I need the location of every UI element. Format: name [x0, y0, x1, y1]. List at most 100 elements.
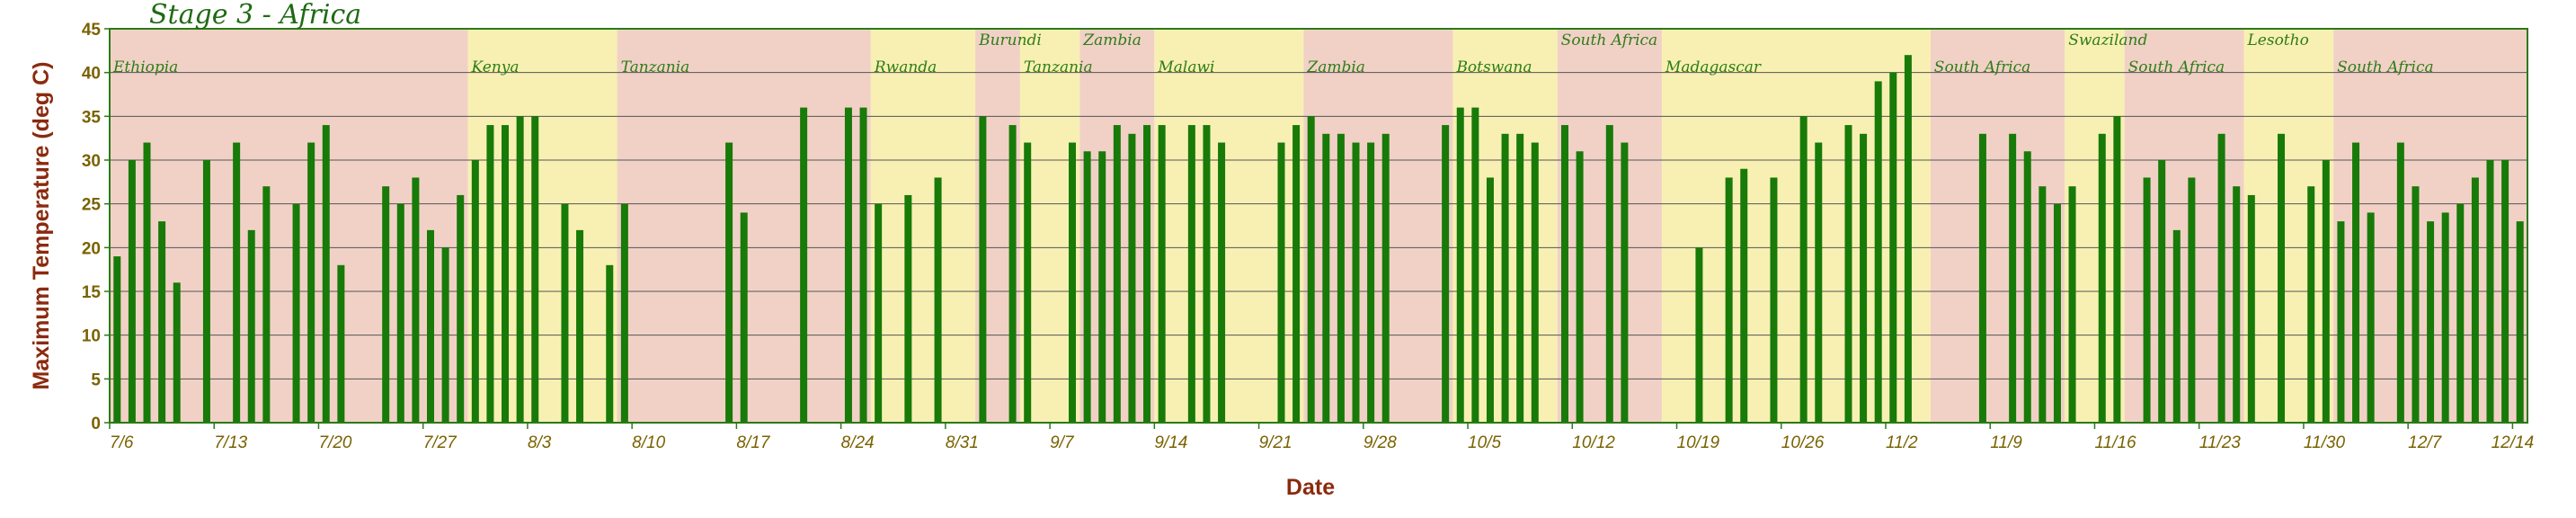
country-label: Kenya	[471, 58, 520, 76]
bar	[1621, 142, 1629, 424]
bar	[1560, 125, 1568, 424]
country-label: Burundi	[978, 31, 1042, 49]
bar	[382, 186, 390, 423]
country-labels: Ethiopia Kenya Tanzania Rwanda Burundi Tanzan…	[112, 31, 2434, 76]
bar	[128, 160, 136, 423]
country-label: Lesotho	[2247, 31, 2309, 49]
bar	[531, 116, 539, 424]
bar	[2396, 142, 2404, 424]
bar	[262, 186, 271, 423]
bar	[2412, 186, 2420, 423]
bar	[1128, 133, 1136, 424]
country-label: Malawi	[1157, 58, 1214, 76]
bar	[2441, 212, 2449, 423]
bar	[2009, 133, 2017, 424]
bar	[1531, 142, 1539, 424]
bar	[2023, 151, 2031, 423]
y-axis-label: Maximum Temperature (deg C)	[29, 62, 54, 390]
bar	[322, 125, 330, 424]
bar	[800, 107, 808, 423]
bar	[2367, 212, 2375, 423]
bar	[1740, 168, 1748, 423]
bar	[1218, 142, 1226, 424]
bar	[2471, 177, 2479, 423]
y-tick-label: 15	[82, 283, 102, 302]
x-tick-label: 7/27	[423, 433, 457, 452]
bar	[1844, 125, 1852, 424]
x-tick-label: 8/3	[528, 433, 552, 452]
bar	[486, 125, 494, 424]
country-band	[1661, 29, 1931, 423]
y-axis-ticks: 0 5 10 15 20 25 30 35 40 45	[82, 21, 110, 433]
bar	[2337, 221, 2345, 423]
bar	[620, 203, 628, 423]
bar	[292, 203, 300, 423]
bar	[516, 116, 524, 424]
bar	[202, 160, 210, 423]
bar	[1501, 133, 1509, 424]
x-tick-label: 12/7	[2408, 433, 2442, 452]
x-tick-label: 10/26	[1781, 433, 1825, 452]
x-tick-label: 11/30	[2304, 433, 2346, 452]
bar	[1486, 177, 1494, 423]
bar	[441, 247, 449, 423]
x-tick-label: 11/9	[1990, 433, 2022, 452]
bar	[1381, 133, 1390, 424]
y-tick-label: 0	[91, 415, 101, 433]
x-axis-label: Date	[1286, 475, 1335, 500]
bar	[2427, 221, 2435, 423]
bar	[740, 212, 748, 423]
bar	[1456, 107, 1464, 423]
bar	[247, 229, 255, 423]
bar	[2307, 186, 2315, 423]
bar	[1187, 125, 1195, 424]
bar	[1203, 125, 1211, 424]
bar	[173, 282, 181, 423]
bar	[1143, 125, 1151, 424]
country-band	[2124, 29, 2244, 423]
bar	[2516, 221, 2524, 423]
bars	[113, 55, 2524, 424]
y-tick-label: 10	[82, 327, 101, 346]
bar	[1158, 125, 1166, 424]
bar	[561, 203, 569, 423]
country-label: Zambia	[1082, 31, 1141, 49]
bar	[1113, 125, 1121, 424]
bar	[1576, 151, 1584, 423]
country-band	[2243, 29, 2334, 423]
country-label: South Africa	[2128, 58, 2225, 76]
x-tick-label: 8/24	[841, 433, 875, 452]
country-label: Madagascar	[1665, 58, 1762, 76]
country-label: Swaziland	[2068, 31, 2147, 49]
bar	[1874, 81, 1882, 424]
x-tick-label: 9/21	[1259, 433, 1292, 452]
bar	[2098, 133, 2106, 424]
country-label: South Africa	[1934, 58, 2031, 76]
x-tick-label: 7/20	[318, 433, 351, 452]
chart-title: Stage 3 - Africa	[149, 0, 361, 31]
bar	[1098, 151, 1106, 423]
bar	[158, 221, 166, 423]
x-tick-label: 10/5	[1468, 433, 1501, 452]
x-tick-label: 9/7	[1050, 433, 1075, 452]
x-tick-label: 9/14	[1154, 433, 1187, 452]
bar	[2053, 203, 2061, 423]
x-tick-label: 11/23	[2199, 433, 2242, 452]
bar	[2188, 177, 2196, 423]
country-label: Tanzania	[1024, 58, 1093, 76]
bar	[396, 203, 404, 423]
x-tick-label: 7/13	[214, 433, 247, 452]
bar	[875, 203, 883, 423]
bar	[1337, 133, 1345, 424]
bar	[1770, 177, 1778, 423]
country-label: South Africa	[1561, 31, 1658, 49]
bar	[337, 264, 345, 423]
bar	[1889, 72, 1897, 424]
bar	[412, 177, 420, 423]
x-tick-label: 7/6	[110, 433, 134, 452]
bar	[1008, 125, 1017, 424]
bar	[1815, 142, 1823, 424]
bar	[2278, 133, 2286, 424]
x-tick-label: 8/31	[946, 433, 979, 452]
bar	[2217, 133, 2225, 424]
